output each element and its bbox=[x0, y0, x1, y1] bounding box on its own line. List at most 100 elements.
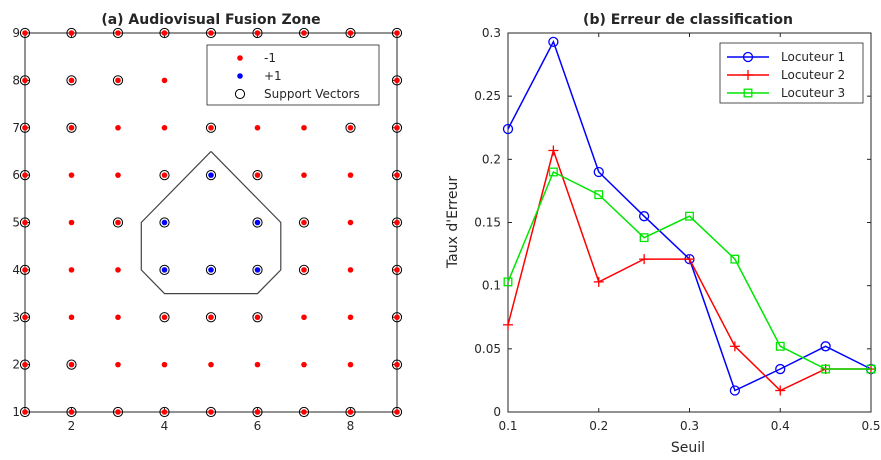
support-vector-point bbox=[205, 312, 217, 323]
series-point bbox=[593, 166, 604, 178]
legend-marker-support-vector bbox=[234, 88, 246, 100]
panel-a-x-tick-label: 4 bbox=[161, 419, 169, 433]
series-line bbox=[507, 147, 871, 392]
panel-b-legend-label: Locuteur 2 bbox=[781, 68, 845, 82]
panel-a-y-tick-label: 6 bbox=[12, 168, 20, 182]
class-neg-point bbox=[22, 314, 28, 321]
series-point bbox=[729, 385, 741, 396]
support-vector-point bbox=[159, 217, 170, 228]
support-vector-point bbox=[298, 264, 310, 275]
support-vector-point bbox=[66, 27, 77, 39]
support-vector-point bbox=[19, 75, 31, 86]
class-neg-point bbox=[22, 219, 28, 226]
series-point bbox=[639, 254, 650, 265]
class-neg-point bbox=[161, 77, 168, 84]
panel-b-y-tick-label: 0.15 bbox=[474, 216, 501, 230]
class-neg-point bbox=[208, 409, 214, 415]
class-neg-point bbox=[161, 124, 168, 131]
support-vector-point bbox=[112, 75, 124, 86]
panel-b-y-tick-label: 0.3 bbox=[482, 26, 501, 40]
support-vector-point bbox=[252, 264, 263, 275]
class-pos-point bbox=[161, 219, 168, 226]
series-point bbox=[548, 36, 559, 47]
class-neg-point bbox=[347, 124, 354, 131]
panel-a-fusion-zone-chart: (a) Audiovisual Fusion Zone 2 4 6 8 1 2 3 4 5 6 7 8… bbox=[12, 12, 403, 433]
support-vector-point bbox=[112, 406, 124, 418]
panel-b-x-tick-label: 0.3 bbox=[680, 419, 699, 433]
panel-b-legend-label: Locuteur 1 bbox=[781, 50, 845, 64]
class-neg-point bbox=[347, 172, 354, 178]
panel-b-legend-label: Locuteur 3 bbox=[781, 86, 845, 100]
class-neg-point bbox=[115, 267, 121, 273]
series-point bbox=[502, 123, 514, 135]
panel-b-x-axis-label: Seuil bbox=[671, 440, 705, 456]
series-point bbox=[638, 211, 650, 222]
class-neg-point bbox=[301, 409, 307, 415]
panel-b-classification-error-chart: (b) Erreur de classification Seuil Taux … bbox=[445, 12, 881, 456]
legend-marker bbox=[743, 70, 753, 80]
class-neg-point bbox=[301, 124, 307, 131]
class-neg-point bbox=[254, 30, 261, 36]
class-neg-point bbox=[254, 409, 261, 415]
class-neg-point bbox=[68, 30, 75, 36]
support-vector-point bbox=[391, 264, 403, 275]
class-neg-point bbox=[161, 409, 168, 415]
class-neg-point bbox=[115, 77, 121, 84]
class-neg-point bbox=[301, 314, 307, 321]
series-point bbox=[821, 364, 831, 374]
class-neg-point bbox=[161, 361, 168, 368]
class-neg-point bbox=[68, 314, 75, 321]
support-vector-point bbox=[159, 170, 170, 181]
legend-marker bbox=[742, 51, 754, 63]
class-neg-point bbox=[68, 267, 75, 273]
panel-a-legend-label: +1 bbox=[264, 69, 282, 83]
class-neg-point bbox=[68, 77, 75, 84]
panel-a-x-tick-label: 6 bbox=[254, 419, 262, 433]
class-neg-point bbox=[301, 219, 307, 226]
class-neg-point bbox=[68, 172, 75, 178]
panel-a-y-tick-label: 4 bbox=[12, 263, 20, 277]
panel-a-y-tick-label: 9 bbox=[12, 26, 20, 40]
class-neg-point bbox=[161, 172, 168, 178]
support-vector-point bbox=[159, 27, 170, 39]
support-vector-point bbox=[298, 406, 310, 418]
series-locuteur-2 bbox=[503, 145, 876, 396]
panel-b-y-tick-label: 0.1 bbox=[482, 279, 501, 293]
support-vector-point bbox=[19, 359, 31, 370]
series-locuteur-3 bbox=[503, 167, 876, 374]
support-vector-point bbox=[66, 122, 77, 133]
support-vector-point bbox=[19, 122, 31, 133]
class-neg-point bbox=[22, 124, 28, 131]
panel-a-y-tick-label: 8 bbox=[12, 73, 20, 87]
panel-a-y-tick-label: 7 bbox=[12, 121, 20, 135]
support-vector-point bbox=[391, 170, 403, 181]
panel-a-legend-label: -1 bbox=[264, 51, 276, 65]
class-neg-point bbox=[115, 219, 121, 226]
decision-boundary bbox=[140, 150, 282, 295]
support-vector-point bbox=[66, 75, 77, 86]
panel-a-x-tick-label: 2 bbox=[68, 419, 76, 433]
panel-a-y-tick-label: 1 bbox=[12, 405, 20, 419]
support-vector-point bbox=[66, 406, 77, 418]
class-neg-point bbox=[394, 314, 400, 321]
class-neg-point bbox=[394, 409, 400, 415]
support-vector-point bbox=[19, 312, 31, 323]
class-neg-point bbox=[394, 124, 400, 131]
support-vector-point bbox=[252, 406, 263, 418]
class-neg-point bbox=[208, 124, 214, 131]
series-point bbox=[684, 254, 695, 265]
support-vector-point bbox=[391, 217, 403, 228]
series-point bbox=[775, 385, 786, 396]
support-vector-point bbox=[205, 27, 217, 39]
class-neg-point bbox=[347, 361, 354, 368]
support-vector-point bbox=[205, 406, 217, 418]
class-neg-point bbox=[254, 314, 261, 321]
class-neg-point bbox=[115, 172, 121, 178]
panel-a-legend-label: Support Vectors bbox=[264, 87, 360, 101]
support-vector-point bbox=[252, 27, 263, 39]
support-vector-point bbox=[19, 217, 31, 228]
panel-b-x-tick-label: 0.4 bbox=[771, 419, 790, 433]
class-neg-point bbox=[347, 267, 354, 273]
class-neg-point bbox=[301, 172, 307, 178]
support-vector-point bbox=[391, 359, 403, 370]
